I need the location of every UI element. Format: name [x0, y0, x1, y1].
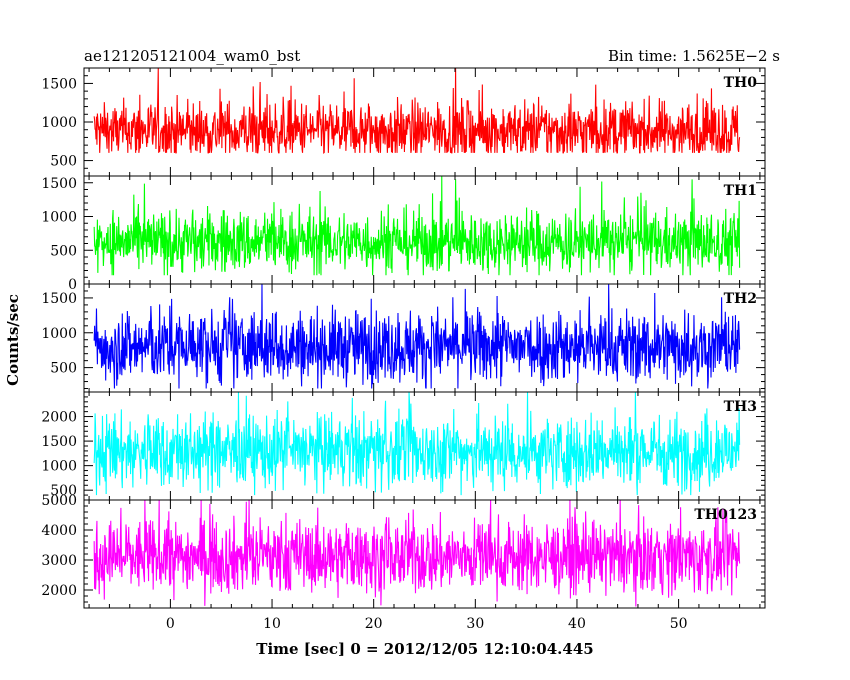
y-tick-label: 2000	[41, 583, 77, 599]
y-tick-label: 4000	[41, 523, 77, 539]
x-tick-label: 20	[365, 616, 383, 632]
panel-label: TH3	[724, 399, 757, 415]
panel-label: TH0123	[694, 507, 757, 523]
panel-th1: 0 500 1000 1500 TH1	[41, 175, 766, 293]
y-tick-label: 500	[50, 361, 77, 377]
y-tick-label: 2000	[41, 410, 77, 426]
x-tick-label: 50	[670, 616, 688, 632]
y-tick-label: 0	[68, 277, 77, 293]
x-tick-label: 10	[263, 616, 281, 632]
y-tick-label: 1000	[41, 326, 77, 342]
chart-title-right: Bin time: 1.5625E−2 s	[608, 47, 780, 65]
panel-label: TH1	[724, 183, 757, 199]
series-th1	[93, 176, 741, 276]
y-tick-label: 1000	[41, 210, 77, 226]
panel-th0123: 2000 3000 4000 5000 TH0123	[41, 493, 766, 609]
y-axis-label: Counts/sec	[4, 294, 22, 386]
y-tick-label: 500	[50, 154, 77, 170]
x-tick-label: 40	[568, 616, 586, 632]
panel-th0: 500 1000 1500 TH0	[41, 67, 766, 177]
x-axis-label: Time [sec] 0 = 2012/12/05 12:10:04.445	[256, 640, 593, 658]
series-th2	[93, 284, 741, 389]
chart-title-left: ae121205121004_wam0_bst	[84, 47, 300, 65]
panel-label: TH0	[724, 75, 758, 91]
x-tick-label: 0	[166, 616, 175, 632]
y-tick-label: 3000	[41, 553, 77, 569]
y-tick-label: 1500	[41, 434, 77, 450]
y-tick-label: 1000	[41, 459, 77, 475]
series-th3	[93, 392, 741, 496]
y-tick-label: 1500	[41, 76, 77, 92]
series-th0	[93, 68, 741, 154]
y-tick-label: 1500	[41, 291, 77, 307]
y-tick-label: 5000	[41, 493, 77, 509]
panel-th3: 500 1000 1500 2000 TH3	[41, 391, 766, 501]
panel-label: TH2	[724, 291, 757, 307]
x-tick-label: 30	[466, 616, 484, 632]
series-th0123	[93, 500, 741, 607]
panel-th2: 500 1000 1500 TH2	[41, 283, 766, 393]
y-tick-label: 500	[50, 483, 77, 499]
y-tick-label: 500	[50, 243, 77, 259]
y-tick-label: 1000	[41, 115, 77, 131]
y-tick-label: 1500	[41, 176, 77, 192]
